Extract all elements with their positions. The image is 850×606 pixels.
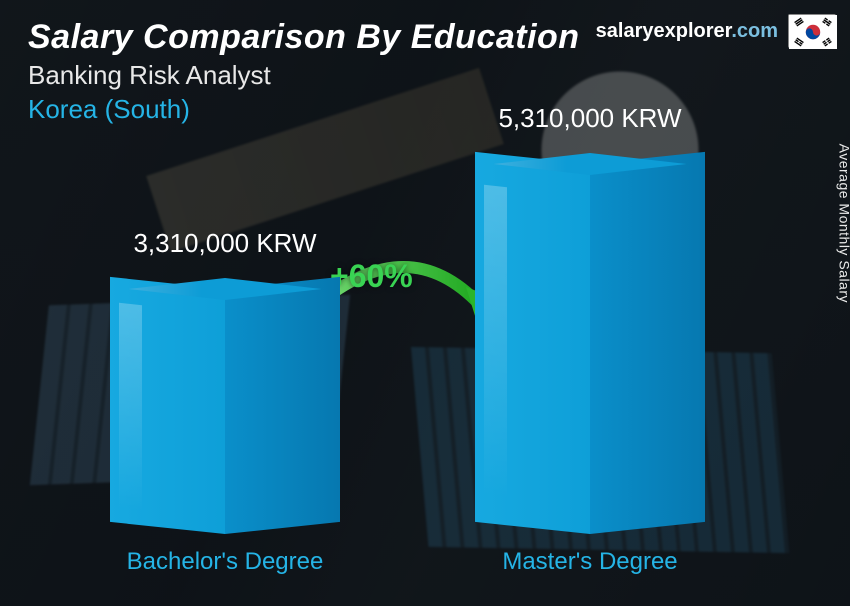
bar-chart: +60% 3,310,000 KRW 5,310,000 KRW [0, 140, 795, 586]
country-flag-icon [788, 14, 836, 48]
page-title: Salary Comparison By Education [28, 18, 580, 57]
job-title: Banking Risk Analyst [28, 60, 271, 91]
bar-masters: 5,310,000 KRW [475, 164, 705, 534]
bar-bachelors: 3,310,000 KRW [110, 289, 340, 534]
category-label-masters: Master's Degree [440, 548, 740, 576]
region-label: Korea (South) [28, 94, 190, 125]
bar-value-label: 3,310,000 KRW [133, 228, 316, 259]
brand-logo: salaryexplorer.com [596, 20, 778, 43]
brand-name: salaryexplorer [596, 20, 732, 42]
bar-3d [110, 289, 340, 534]
category-label-bachelors: Bachelor's Degree [75, 548, 375, 576]
y-axis-label: Average Monthly Salary [836, 144, 850, 303]
salary-comparison-figure: Salary Comparison By Education Banking R… [0, 0, 850, 606]
bar-value-label: 5,310,000 KRW [498, 103, 681, 134]
bar-3d [475, 164, 705, 534]
brand-tld: .com [731, 20, 778, 42]
bars-area: 3,310,000 KRW 5,310,000 KRW [0, 140, 795, 534]
